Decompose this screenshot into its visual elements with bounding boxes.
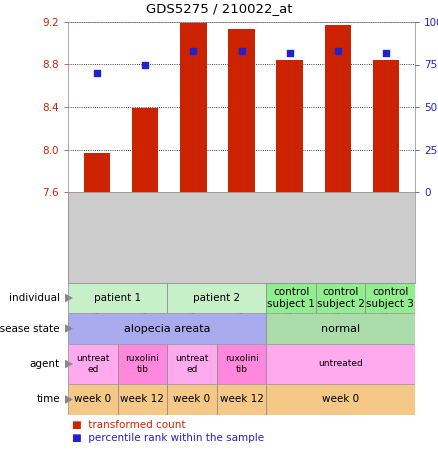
Point xyxy=(190,47,197,54)
Bar xyxy=(276,60,303,192)
Bar xyxy=(180,23,207,192)
Point xyxy=(286,49,293,56)
Bar xyxy=(68,283,167,313)
Point xyxy=(382,49,389,56)
Text: normal: normal xyxy=(321,323,360,333)
Polygon shape xyxy=(65,324,73,333)
Text: control
subject 1: control subject 1 xyxy=(267,287,315,309)
Bar xyxy=(167,283,266,313)
Text: agent: agent xyxy=(30,359,60,369)
Bar xyxy=(68,344,117,384)
Bar xyxy=(266,313,415,344)
Text: week 0: week 0 xyxy=(74,395,111,405)
Bar xyxy=(316,283,365,313)
Text: patient 1: patient 1 xyxy=(94,293,141,303)
Text: time: time xyxy=(36,395,60,405)
Text: ■  transformed count: ■ transformed count xyxy=(72,420,186,430)
Text: ruxolini
tib: ruxolini tib xyxy=(225,354,258,374)
Point xyxy=(93,69,100,77)
Text: week 12: week 12 xyxy=(219,395,263,405)
Text: alopecia areata: alopecia areata xyxy=(124,323,210,333)
Bar xyxy=(217,384,266,415)
Bar xyxy=(325,25,351,192)
Text: disease state: disease state xyxy=(0,323,60,333)
Bar xyxy=(266,384,415,415)
Bar xyxy=(266,344,415,384)
Bar xyxy=(117,384,167,415)
Point xyxy=(334,47,341,54)
Bar xyxy=(217,344,266,384)
Text: control
subject 3: control subject 3 xyxy=(366,287,414,309)
Bar xyxy=(228,29,255,192)
Text: untreated: untreated xyxy=(318,360,363,368)
Text: ruxolini
tib: ruxolini tib xyxy=(125,354,159,374)
Text: GDS5275 / 210022_at: GDS5275 / 210022_at xyxy=(146,2,292,15)
Text: untreat
ed: untreat ed xyxy=(76,354,110,374)
Bar xyxy=(373,60,399,192)
Bar xyxy=(365,283,415,313)
Bar xyxy=(132,108,159,192)
Polygon shape xyxy=(65,395,73,404)
Bar xyxy=(117,344,167,384)
Text: untreat
ed: untreat ed xyxy=(175,354,208,374)
Text: week 12: week 12 xyxy=(120,395,164,405)
Bar xyxy=(84,153,110,192)
Polygon shape xyxy=(65,360,73,368)
Text: week 0: week 0 xyxy=(322,395,359,405)
Point xyxy=(141,61,148,68)
Bar xyxy=(167,344,217,384)
Text: control
subject 2: control subject 2 xyxy=(317,287,364,309)
Polygon shape xyxy=(65,294,73,302)
Point xyxy=(238,47,245,54)
Bar xyxy=(68,384,117,415)
Bar xyxy=(266,283,316,313)
Text: patient 2: patient 2 xyxy=(193,293,240,303)
Text: ■  percentile rank within the sample: ■ percentile rank within the sample xyxy=(72,433,264,443)
Text: week 0: week 0 xyxy=(173,395,211,405)
Bar xyxy=(68,313,266,344)
Text: individual: individual xyxy=(9,293,60,303)
Bar xyxy=(167,384,217,415)
